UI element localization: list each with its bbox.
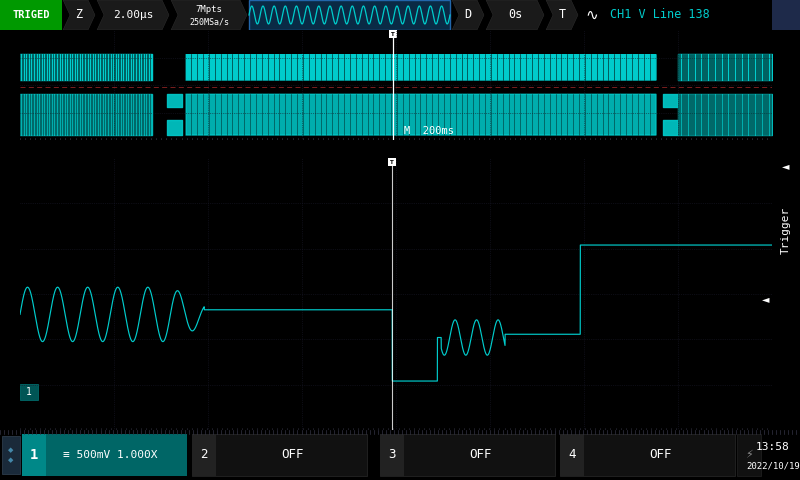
Text: OFF: OFF bbox=[649, 448, 671, 461]
Bar bbox=[22, 434, 46, 476]
Bar bbox=[22, 434, 187, 476]
Text: OFF: OFF bbox=[469, 448, 491, 461]
Text: 13:58: 13:58 bbox=[756, 443, 790, 453]
Polygon shape bbox=[97, 0, 169, 30]
Bar bbox=[2, 436, 20, 474]
Bar bbox=[20, 384, 38, 400]
Text: OFF: OFF bbox=[281, 448, 303, 461]
Text: ◆: ◆ bbox=[8, 447, 14, 453]
Polygon shape bbox=[171, 0, 247, 30]
Text: M  200ms: M 200ms bbox=[404, 126, 454, 136]
Polygon shape bbox=[452, 0, 484, 30]
Text: T: T bbox=[391, 32, 395, 36]
Text: ∿: ∿ bbox=[586, 8, 598, 23]
Text: T: T bbox=[558, 9, 566, 22]
Bar bbox=[192, 434, 216, 476]
Text: 1: 1 bbox=[30, 448, 38, 462]
Bar bbox=[772, 0, 800, 30]
Bar bbox=[389, 30, 397, 38]
Bar bbox=[380, 434, 555, 476]
Polygon shape bbox=[486, 0, 544, 30]
Bar bbox=[560, 434, 735, 476]
Text: Z: Z bbox=[75, 9, 82, 22]
Text: ◄: ◄ bbox=[762, 294, 769, 304]
Text: ◆: ◆ bbox=[8, 457, 14, 463]
Bar bbox=[192, 434, 367, 476]
Text: 7Mpts: 7Mpts bbox=[195, 5, 222, 14]
Text: TRIGED: TRIGED bbox=[12, 10, 50, 20]
Text: Trigger: Trigger bbox=[781, 206, 791, 253]
Text: ⚡: ⚡ bbox=[745, 450, 753, 460]
Text: ◄: ◄ bbox=[782, 161, 790, 171]
Text: ≡ 500mV 1.000X: ≡ 500mV 1.000X bbox=[62, 450, 158, 460]
Bar bbox=[388, 158, 396, 166]
Bar bbox=[249, 0, 450, 30]
Polygon shape bbox=[63, 0, 95, 30]
Text: D: D bbox=[465, 9, 471, 22]
Polygon shape bbox=[546, 0, 578, 30]
Text: 2.00μs: 2.00μs bbox=[113, 10, 154, 20]
Text: T: T bbox=[390, 159, 394, 165]
Text: CH1 V Line 138: CH1 V Line 138 bbox=[610, 9, 710, 22]
Text: 0s: 0s bbox=[508, 9, 522, 22]
Text: 250MSa/s: 250MSa/s bbox=[189, 17, 229, 26]
Text: 2022/10/19: 2022/10/19 bbox=[746, 461, 800, 470]
Bar bbox=[380, 434, 404, 476]
Bar bbox=[560, 434, 584, 476]
Text: 2: 2 bbox=[200, 448, 208, 461]
Bar bbox=[0, 0, 62, 30]
Text: 4: 4 bbox=[568, 448, 576, 461]
Bar bbox=[737, 434, 761, 476]
Text: 3: 3 bbox=[388, 448, 396, 461]
Text: 1: 1 bbox=[26, 387, 32, 397]
